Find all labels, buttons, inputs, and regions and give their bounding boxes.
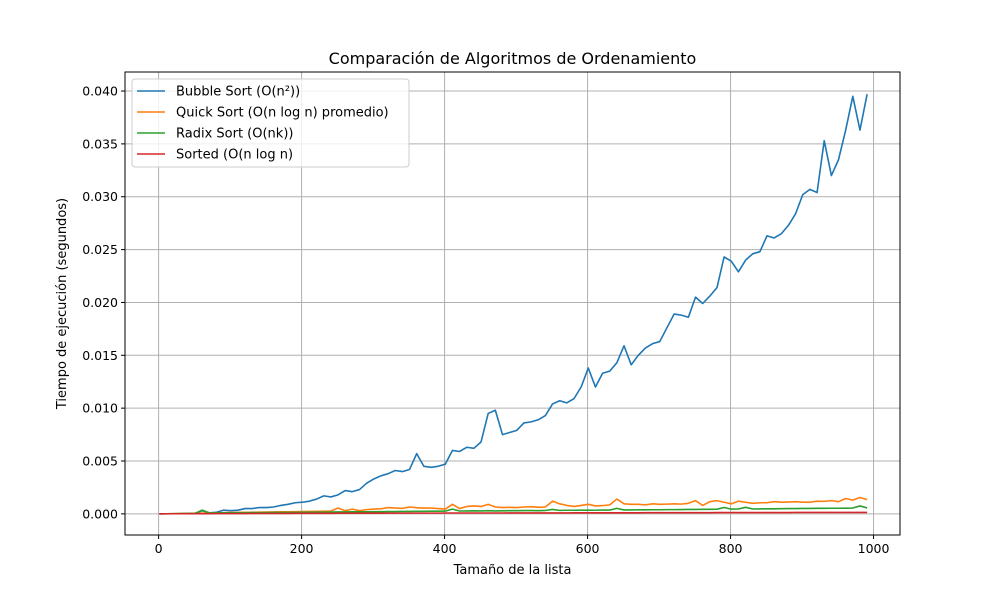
x-tick-label: 600 xyxy=(576,541,600,556)
series-line-4 xyxy=(159,511,868,515)
y-axis: 0.000 0.005 0.010 0.015 0.020 0.025 0.030 0.035… xyxy=(82,84,125,521)
x-tick-label: 800 xyxy=(719,541,743,556)
series-line-1 xyxy=(159,94,868,515)
y-tick-label: 0.010 xyxy=(82,401,118,416)
y-tick-label: 0.025 xyxy=(82,242,118,257)
chart-title: Comparación de Algoritmos de Ordenamient… xyxy=(329,49,697,68)
series-layer xyxy=(159,94,868,515)
legend-entry: Sorted (O(n log n) xyxy=(176,148,293,163)
y-axis-label: Tiempo de ejecución (segundos) xyxy=(55,198,70,410)
legend: Bubble Sort (O(n²)) Quick Sort (O(n log n… xyxy=(131,78,410,168)
y-tick-label: 0.005 xyxy=(82,454,118,469)
legend-entry: Radix Sort (O(nk)) xyxy=(176,127,293,142)
y-tick-label: 0.015 xyxy=(82,348,118,363)
series-line-3 xyxy=(159,505,868,515)
x-axis-label: Tamaño de la lista xyxy=(453,563,572,578)
x-tick-label: 400 xyxy=(433,541,457,556)
x-tick-label: 0 xyxy=(155,541,163,556)
plot-area-frame xyxy=(124,71,901,536)
x-tick-label: 200 xyxy=(290,541,314,556)
y-tick-label: 0.035 xyxy=(82,136,118,151)
y-tick-label: 0.000 xyxy=(82,506,118,521)
x-axis: 0 200 400 600 800 1000 xyxy=(155,535,890,556)
y-tick-label: 0.020 xyxy=(82,295,118,310)
grid xyxy=(125,72,900,535)
y-tick-label: 0.030 xyxy=(82,189,118,204)
legend-entry: Bubble Sort (O(n²)) xyxy=(176,85,300,100)
y-tick-label: 0.040 xyxy=(82,84,118,99)
legend-box xyxy=(131,78,410,168)
x-tick-label: 1000 xyxy=(858,541,890,556)
legend-entry: Quick Sort (O(n log n) promedio) xyxy=(176,106,389,121)
